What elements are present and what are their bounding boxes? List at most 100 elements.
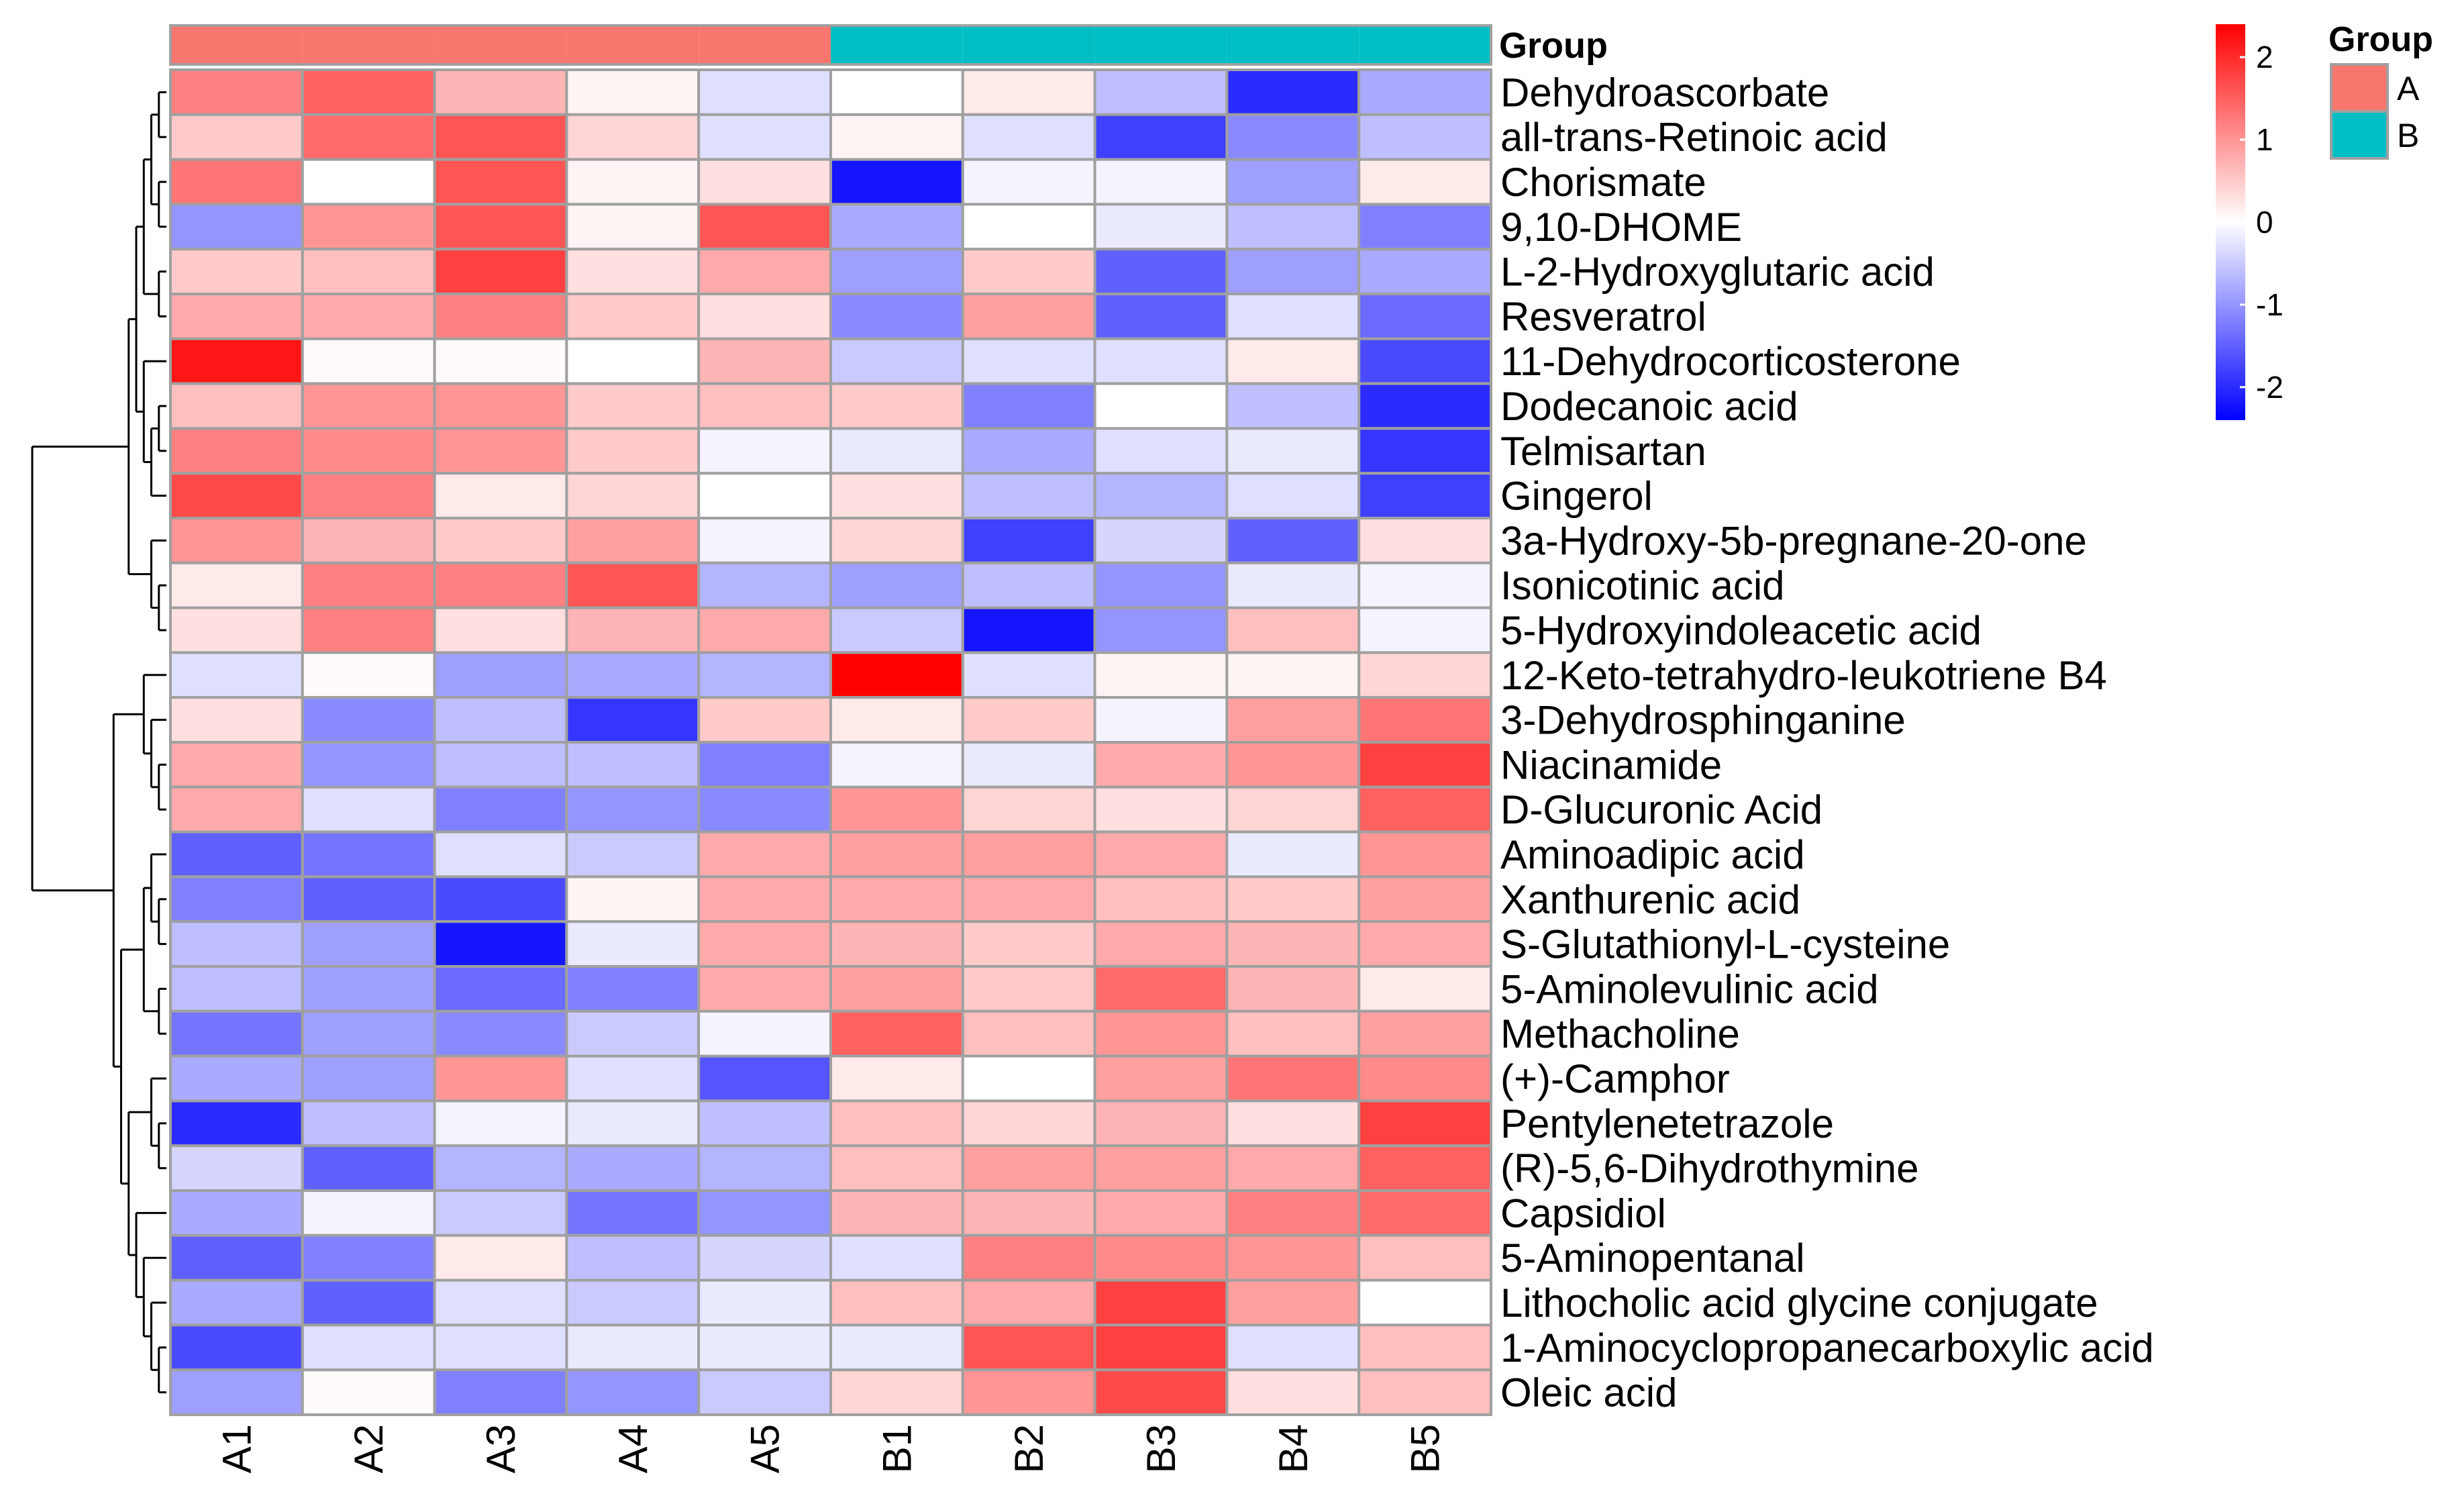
heatmap-cell (697, 293, 832, 340)
heatmap-cell (697, 1368, 832, 1416)
heatmap-cell (1357, 875, 1492, 923)
heatmap-cell (565, 741, 701, 789)
heatmap-cell (1357, 561, 1492, 609)
heatmap-cell (1093, 1009, 1229, 1058)
heatmap-cell (1357, 68, 1492, 116)
heatmap-cell (301, 696, 436, 744)
color-tick-label: 1 (2256, 122, 2273, 157)
heatmap-cell (829, 1009, 964, 1058)
heatmap-cell (697, 1009, 832, 1058)
heatmap-cell (961, 1099, 1096, 1148)
heatmap-cell (697, 920, 832, 968)
heatmap-cell (961, 785, 1096, 834)
heatmap-cell (169, 830, 304, 878)
heatmap-cell (1225, 830, 1361, 878)
heatmap-cell (565, 337, 701, 385)
row-label: 3a-Hydroxy-5b-pregnane-20-one (1500, 518, 2087, 563)
heatmap-cell (961, 158, 1096, 206)
heatmap-cell (433, 965, 568, 1013)
heatmap-cell (433, 606, 568, 654)
row-label: 5-Aminopentanal (1500, 1236, 1805, 1281)
heatmap-cell (1225, 1144, 1361, 1192)
row-label: D-Glucuronic Acid (1500, 787, 1823, 832)
heatmap-cell (829, 561, 964, 609)
heatmap-cell (433, 472, 568, 520)
heatmap-cell (697, 68, 832, 116)
row-label: Capsidiol (1500, 1191, 1666, 1236)
heatmap-cell (565, 965, 701, 1013)
heatmap-cell (565, 1278, 701, 1327)
row-dendrogram (31, 91, 166, 1394)
heatmap-cell (433, 113, 568, 161)
heatmap-cell (697, 830, 832, 878)
heatmap-cell (1225, 1278, 1361, 1327)
group-legend: Group AB (2328, 20, 2433, 160)
group-annotation-cell-B2 (962, 26, 1095, 64)
heatmap-cell (697, 1189, 832, 1237)
heatmap-cell (1225, 875, 1361, 923)
row-label: Pentylenetetrazole (1500, 1101, 1834, 1146)
row-label: Xanthurenic acid (1500, 877, 1800, 922)
heatmap-cell (1357, 1189, 1492, 1237)
heatmap-cell (169, 1009, 304, 1058)
heatmap-cell (1357, 382, 1492, 430)
heatmap-cell (1093, 561, 1229, 609)
group-annotation-cell-A2 (302, 26, 435, 64)
heatmap-cell (829, 830, 964, 878)
row-label: Telmisartan (1500, 429, 1706, 474)
heatmap-cell (961, 875, 1096, 923)
color-tick-label: -2 (2256, 370, 2283, 405)
column-label: B1 (874, 1424, 919, 1473)
heatmap-cell (169, 741, 304, 789)
heatmap-cell (1093, 1054, 1229, 1103)
row-label: (R)-5,6-Dihydrothymine (1500, 1146, 1919, 1191)
column-label: B5 (1403, 1424, 1448, 1473)
column-label: B3 (1139, 1424, 1184, 1473)
heatmap-cell (301, 741, 436, 789)
heatmap-cell (829, 785, 964, 834)
heatmap-cell (301, 293, 436, 340)
heatmap-cell (1225, 472, 1361, 520)
row-label: (+)-Camphor (1500, 1056, 1730, 1101)
color-tick-label: 0 (2256, 205, 2273, 240)
heatmap-cell (697, 1234, 832, 1282)
heatmap-cell (1357, 1323, 1492, 1372)
heatmap-cell (961, 1323, 1096, 1372)
heatmap-cell (301, 248, 436, 296)
heatmap-cells (169, 68, 1492, 1416)
row-label: L-2-Hydroxyglutaric acid (1500, 250, 1935, 295)
heatmap-cell (1225, 785, 1361, 834)
heatmap-cell (1357, 203, 1492, 251)
heatmap-cell (301, 1009, 436, 1058)
heatmap-cell (433, 382, 568, 430)
heatmap-cell (433, 1368, 568, 1416)
heatmap-cell (829, 472, 964, 520)
heatmap-cell (961, 830, 1096, 878)
annotation-title: Group (1499, 26, 1608, 66)
row-label: Lithocholic acid glycine conjugate (1500, 1281, 2098, 1325)
heatmap-cell (1357, 248, 1492, 296)
heatmap-cell (433, 1189, 568, 1237)
heatmap-cell (1357, 606, 1492, 654)
heatmap-cell (301, 965, 436, 1013)
heatmap-cell (433, 158, 568, 206)
row-label: 11-Dehydrocorticosterone (1500, 339, 1961, 384)
heatmap-cell (1225, 1323, 1361, 1372)
heatmap-cell (169, 517, 304, 564)
heatmap-cell (301, 875, 436, 923)
heatmap-cell (1225, 651, 1361, 699)
heatmap-cell (1093, 875, 1229, 923)
heatmap-cell (1357, 1368, 1492, 1416)
heatmap-cell (1093, 472, 1229, 520)
group-legend-title: Group (2328, 20, 2433, 59)
group-legend-swatch (2330, 110, 2389, 160)
heatmap-cell (697, 1054, 832, 1103)
row-label: Aminoadipic acid (1500, 832, 1805, 877)
heatmap-cell (433, 561, 568, 609)
heatmap-cell (301, 68, 436, 116)
heatmap-cell (1093, 293, 1229, 340)
heatmap-cell (961, 741, 1096, 789)
heatmap-cell (1357, 965, 1492, 1013)
heatmap-cell (961, 1368, 1096, 1416)
heatmap-cell (1357, 651, 1492, 699)
